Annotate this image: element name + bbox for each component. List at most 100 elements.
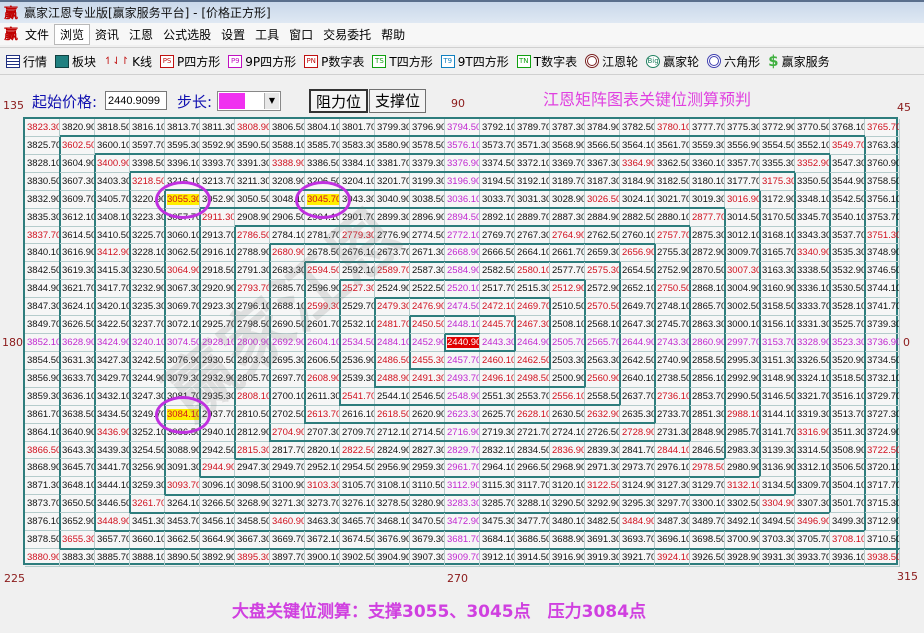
toolbar-button-8[interactable]: TN T数字表 [516, 53, 578, 70]
cell-value: 3110.50 [412, 480, 445, 492]
cell-value: 3420.10 [97, 301, 130, 313]
cell-value: 2935.30 [202, 390, 235, 402]
spiral-wall [793, 387, 796, 406]
spiral-wall [198, 334, 201, 352]
cell-value: 2906.50 [272, 211, 305, 223]
cell-value: 3043.30 [342, 193, 375, 205]
gann-square-grid: 3823.30 3820.90 3818.50 3816.10 3813.70 3811.… [23, 117, 900, 567]
cell-value: 2760.10 [622, 229, 655, 241]
cell-value: 3384.10 [342, 157, 375, 169]
grid-cell: 3626.50 [60, 316, 95, 335]
grid-cell: 3616.90 [60, 244, 95, 263]
spiral-wall [688, 405, 691, 424]
cell-value: 3448.90 [97, 516, 130, 528]
menu-item-4[interactable]: 公式选股 [163, 27, 212, 42]
spiral-wall [270, 457, 305, 460]
grid-cell: 2476.90 [410, 298, 445, 317]
toolbar-button-1[interactable]: 板块 [55, 53, 96, 70]
cell-value: 3492.10 [727, 516, 760, 528]
spiral-wall [863, 208, 866, 227]
spiral-wall [233, 334, 236, 352]
spiral-wall [515, 404, 550, 407]
toolbar-label: T数字表 [533, 54, 578, 69]
spiral-wall [690, 153, 725, 156]
cell-value: 3314.50 [797, 444, 830, 456]
menu-item-1[interactable]: 浏览 [54, 23, 91, 45]
spiral-wall [863, 495, 866, 514]
chevron-down-icon[interactable]: ▼ [264, 93, 279, 109]
grid-cell: 2618.50 [375, 405, 410, 424]
menu-item-3[interactable]: 江恩 [129, 27, 154, 42]
spiral-wall [690, 529, 725, 532]
grid-cell: 2606.50 [305, 351, 340, 370]
toolbar-button-4[interactable]: P9 9P四方形 [228, 53, 296, 70]
step-color-swatch [219, 93, 245, 109]
grid-cell: 3614.50 [60, 226, 95, 245]
grid-cell: 3897.70 [270, 549, 305, 567]
cell-value: 2988.10 [727, 408, 760, 420]
cell-value: 3710.50 [867, 534, 900, 546]
toolbar-button-7[interactable]: T9 9T四方形 [440, 53, 509, 70]
cell-value: 2512.90 [552, 283, 585, 295]
start-price-input[interactable] [105, 91, 167, 110]
resistance-button[interactable]: 阻力位 [309, 89, 369, 113]
spiral-wall [620, 207, 655, 210]
menu-item-6[interactable]: 工具 [255, 27, 280, 42]
spiral-wall [340, 511, 375, 514]
spiral-wall [235, 475, 270, 478]
cell-value: 2769.70 [482, 229, 515, 241]
step-select[interactable]: ▼ [217, 91, 281, 111]
spiral-wall [618, 334, 621, 352]
support-button[interactable]: 支撑位 [369, 89, 427, 113]
menu-item-2[interactable]: 资讯 [95, 27, 120, 42]
cell-value: 3540.10 [832, 211, 865, 223]
spiral-wall [93, 316, 96, 335]
spiral-wall [58, 280, 61, 299]
spiral-wall [375, 296, 410, 299]
grid-cell: 3832.90 [25, 190, 60, 209]
cell-value: 3016.90 [727, 193, 760, 205]
cell-value: 3297.70 [657, 498, 690, 510]
spiral-wall [758, 226, 761, 245]
spiral-wall [235, 457, 270, 460]
spiral-wall [828, 423, 831, 442]
toolbar-button-10[interactable]: Big 赢家轮 [646, 53, 699, 70]
menu-item-0[interactable]: 文件 [25, 27, 50, 42]
cell-value: 2532.10 [342, 319, 375, 331]
cell-value: 3446.50 [97, 498, 130, 510]
cell-value: 3393.70 [202, 157, 235, 169]
cell-value: 3823.30 [27, 122, 60, 133]
cell-value: 3804.10 [307, 122, 340, 133]
cell-value: 3708.10 [832, 534, 865, 546]
spiral-wall [480, 422, 515, 425]
menu-item-5[interactable]: 设置 [221, 27, 246, 42]
toolbar-button-5[interactable]: PN P数字表 [304, 53, 364, 70]
grid-cell: 2527.30 [340, 280, 375, 299]
spiral-wall [725, 493, 760, 496]
spiral-wall [690, 457, 725, 460]
toolbar-button-11[interactable]: 六角形 [707, 53, 760, 70]
spiral-wall [375, 529, 410, 532]
cell-value: 3333.70 [797, 301, 830, 313]
toolbar-button-6[interactable]: TS T四方形 [372, 53, 433, 70]
spiral-wall [723, 262, 726, 281]
toolbar-button-0[interactable]: 行情 [6, 53, 47, 70]
toolbar-button-9[interactable]: 江恩轮 [585, 53, 638, 70]
menu-item-8[interactable]: 交易委托 [323, 27, 372, 42]
menu-item-9[interactable]: 帮助 [381, 27, 406, 42]
cell-value: 3254.50 [132, 444, 165, 456]
cell-value: 3487.30 [657, 516, 690, 528]
toolbar-button-2[interactable]: ↿⇃↾ K线 [104, 53, 152, 70]
cell-value: 3542.50 [832, 193, 865, 205]
toolbar-button-3[interactable]: PS P四方形 [160, 53, 220, 70]
toolbar-button-12[interactable]: $ 赢家服务 [768, 52, 829, 70]
cell-value: 2460.10 [482, 354, 515, 366]
cell-value: 2822.50 [342, 444, 375, 456]
grid-cell: 3861.70 [25, 405, 60, 424]
cell-value: 3564.10 [622, 139, 655, 151]
menu-item-7[interactable]: 窗口 [289, 27, 314, 42]
cell-value: 3919.30 [587, 552, 620, 564]
spiral-wall [233, 262, 236, 281]
grid-cell: 3708.10 [830, 531, 865, 550]
cell-value: 2556.10 [552, 390, 585, 402]
